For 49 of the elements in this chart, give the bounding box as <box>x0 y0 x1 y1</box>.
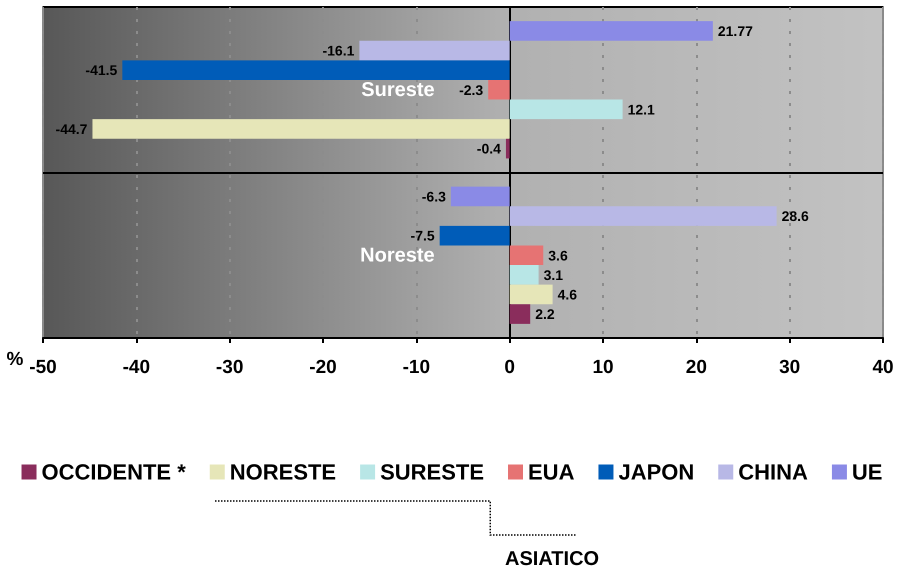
data-label: 4.6 <box>558 286 578 302</box>
data-label: -44.7 <box>56 120 88 137</box>
bar <box>510 284 553 304</box>
bar <box>359 40 510 60</box>
x-tick-label: 30 <box>779 357 800 378</box>
legend-label: JAPON <box>618 460 694 484</box>
legend-label: CHINA <box>738 460 808 484</box>
x-tick-label: 0 <box>504 357 515 378</box>
bar <box>510 206 777 226</box>
data-label: -2.3 <box>459 82 484 98</box>
x-tick-label: 20 <box>686 357 707 378</box>
bar <box>92 119 510 139</box>
x-tick-label: -50 <box>29 357 57 378</box>
data-label: -41.5 <box>85 62 118 78</box>
x-tick-label: 40 <box>872 357 894 378</box>
legend-label: UE <box>852 460 882 484</box>
data-label: -6.3 <box>422 188 446 204</box>
x-tick-label: 10 <box>592 357 614 378</box>
text: ASIATICO <box>505 548 600 569</box>
data-label: 2.2 <box>535 306 555 322</box>
y-tick-label: Sureste <box>361 78 435 101</box>
legend-label: EUA <box>528 460 575 484</box>
bar <box>510 265 539 285</box>
bar <box>510 245 544 266</box>
bar <box>488 80 510 100</box>
x-tick-label: -20 <box>309 357 337 378</box>
data-label: 3.1 <box>544 266 564 283</box>
legend-label: NORESTE <box>230 460 336 484</box>
x-tick-label: -30 <box>216 357 244 378</box>
y-tick-label: Noreste <box>360 244 435 266</box>
bar <box>440 226 510 246</box>
bar <box>122 60 510 80</box>
data-label: 21.77 <box>718 22 754 39</box>
data-label: -16.1 <box>322 42 355 59</box>
bar <box>510 304 530 324</box>
data-label: 3.6 <box>548 247 568 264</box>
legend-label: OCCIDENTE * <box>42 460 186 484</box>
x-tick-label: -10 <box>402 357 430 378</box>
x-tick-label: -40 <box>122 357 150 378</box>
legend-label: SURESTE <box>380 460 484 484</box>
bar <box>506 138 510 158</box>
data-label: 28.6 <box>782 208 810 224</box>
bar <box>510 100 623 120</box>
bar <box>510 21 713 41</box>
data-label: -0.4 <box>476 140 502 157</box>
bar <box>450 186 510 206</box>
data-label: -7.5 <box>410 228 435 244</box>
data-label: 12.1 <box>628 101 656 118</box>
x-axis-title: % <box>6 349 24 370</box>
